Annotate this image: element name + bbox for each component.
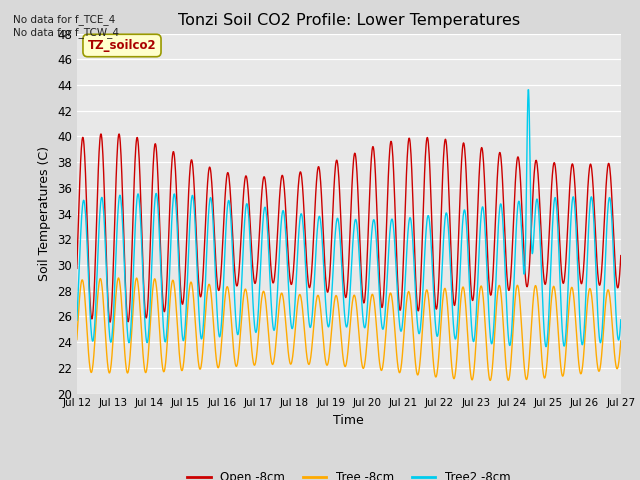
Y-axis label: Soil Temperatures (C): Soil Temperatures (C)	[38, 146, 51, 281]
Legend: Open -8cm, Tree -8cm, Tree2 -8cm: Open -8cm, Tree -8cm, Tree2 -8cm	[182, 466, 515, 480]
Text: No data for f_TCE_4
No data for f_TCW_4: No data for f_TCE_4 No data for f_TCW_4	[13, 14, 119, 38]
X-axis label: Time: Time	[333, 414, 364, 427]
Text: TZ_soilco2: TZ_soilco2	[88, 39, 156, 52]
Title: Tonzi Soil CO2 Profile: Lower Temperatures: Tonzi Soil CO2 Profile: Lower Temperatur…	[178, 13, 520, 28]
